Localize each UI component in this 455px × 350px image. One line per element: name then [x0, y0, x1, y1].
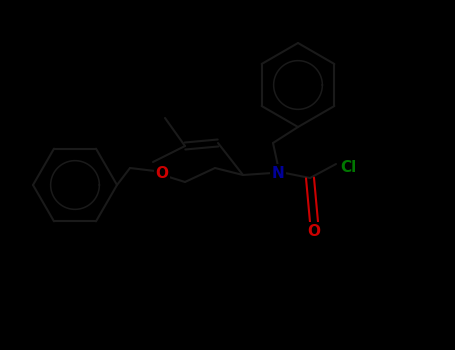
- Text: Cl: Cl: [340, 160, 356, 175]
- Text: O: O: [308, 224, 320, 238]
- Text: N: N: [272, 166, 284, 181]
- Text: O: O: [156, 167, 168, 182]
